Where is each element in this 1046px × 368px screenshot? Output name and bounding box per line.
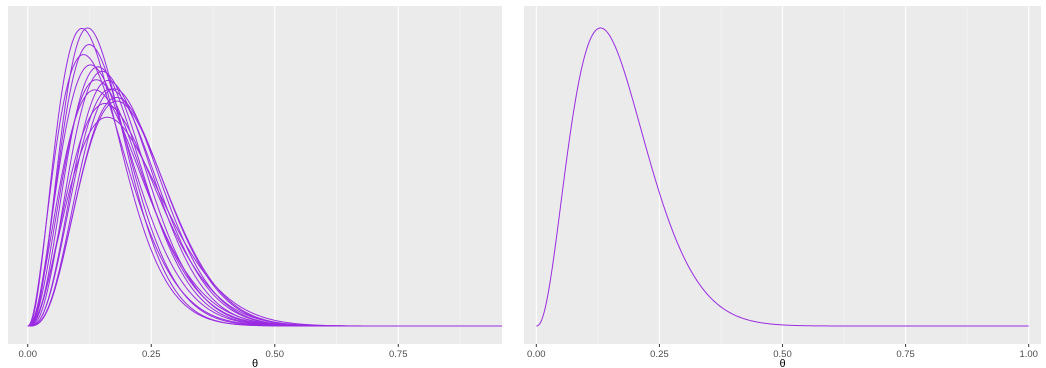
x-axis-title: θ — [252, 358, 258, 368]
x-axis-title: θ — [779, 358, 785, 368]
x-tick-label: 0.25 — [142, 349, 161, 360]
x-tick-label: 0.75 — [896, 349, 915, 360]
x-tick-label: 0.00 — [19, 349, 38, 360]
x-tick-label: 0.75 — [389, 349, 408, 360]
plot-background — [8, 6, 502, 344]
panel-left: 0.00 0.25 0.50 0.75 θ — [8, 6, 502, 368]
x-tick-label: 0.25 — [650, 349, 669, 360]
x-tick-label: 0.00 — [527, 349, 546, 360]
density-curve-1 — [536, 27, 1029, 327]
x-tick-label: 1.00 — [1019, 349, 1038, 360]
x-tick-label: 0.50 — [773, 349, 792, 360]
x-tick-label: 0.50 — [266, 349, 285, 360]
density-curve-16 — [27, 116, 502, 327]
panel-right: 0.00 0.25 0.50 0.75 1.00 θ — [524, 6, 1041, 368]
